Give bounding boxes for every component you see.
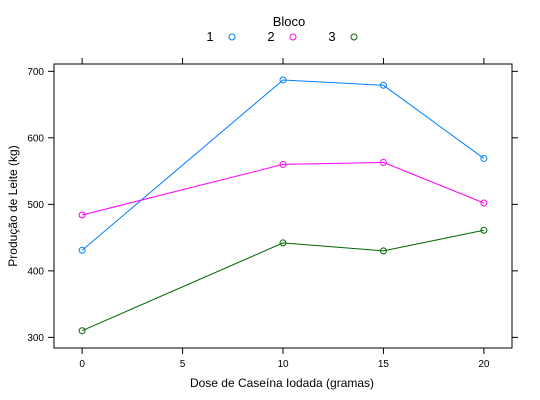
data-point-1-3: [480, 154, 488, 162]
legend-marker-3: [350, 33, 358, 41]
x-tick-label-1: 5: [180, 359, 186, 370]
legend-label-1: 1: [206, 29, 213, 44]
data-point-3-0: [78, 327, 86, 335]
y-tick-label-3: 600: [27, 133, 44, 144]
y-axis: 300 400 500 600 700: [27, 67, 518, 344]
legend-marker-2: [289, 33, 297, 41]
data-point-2-0: [78, 211, 86, 219]
legend-items: 1 2 3: [206, 29, 358, 44]
x-tick-label-3: 15: [378, 359, 390, 370]
x-axis-label: Dose de Caseína Iodada (gramas): [190, 376, 374, 390]
data-point-3-1: [279, 239, 287, 247]
series-line-1: [81, 79, 485, 251]
data-point-1-0: [78, 246, 86, 254]
legend-title: Bloco: [273, 14, 306, 29]
series-layer: [78, 76, 488, 335]
y-axis-label: Produção de Leite (kg): [6, 145, 20, 266]
data-point-2-1: [279, 160, 287, 168]
x-tick-label-2: 10: [277, 359, 289, 370]
series-line-3: [81, 229, 484, 332]
series-1: [78, 76, 488, 254]
legend: Bloco 1 2 3: [206, 14, 358, 44]
series-line-2: [82, 161, 485, 216]
data-point-2-2: [379, 158, 387, 166]
legend-label-3: 3: [328, 29, 335, 44]
legend-marker-1: [228, 33, 236, 41]
x-axis: 0 5 10 15 20: [79, 58, 490, 370]
y-tick-label-2: 500: [27, 200, 44, 211]
y-tick-label-4: 700: [27, 67, 44, 78]
data-point-3-2: [379, 247, 387, 255]
data-point-3-3: [480, 226, 488, 234]
data-point-1-2: [379, 81, 387, 89]
series-2: [78, 158, 488, 219]
data-point-1-1: [279, 76, 287, 84]
y-tick-label-0: 300: [27, 333, 44, 344]
x-tick-label-0: 0: [79, 359, 85, 370]
data-point-2-3: [480, 199, 488, 207]
series-3: [78, 226, 488, 335]
legend-label-2: 2: [267, 29, 274, 44]
y-tick-label-1: 400: [27, 266, 44, 277]
plot-frame: [53, 63, 513, 349]
x-tick-label-4: 20: [478, 359, 490, 370]
